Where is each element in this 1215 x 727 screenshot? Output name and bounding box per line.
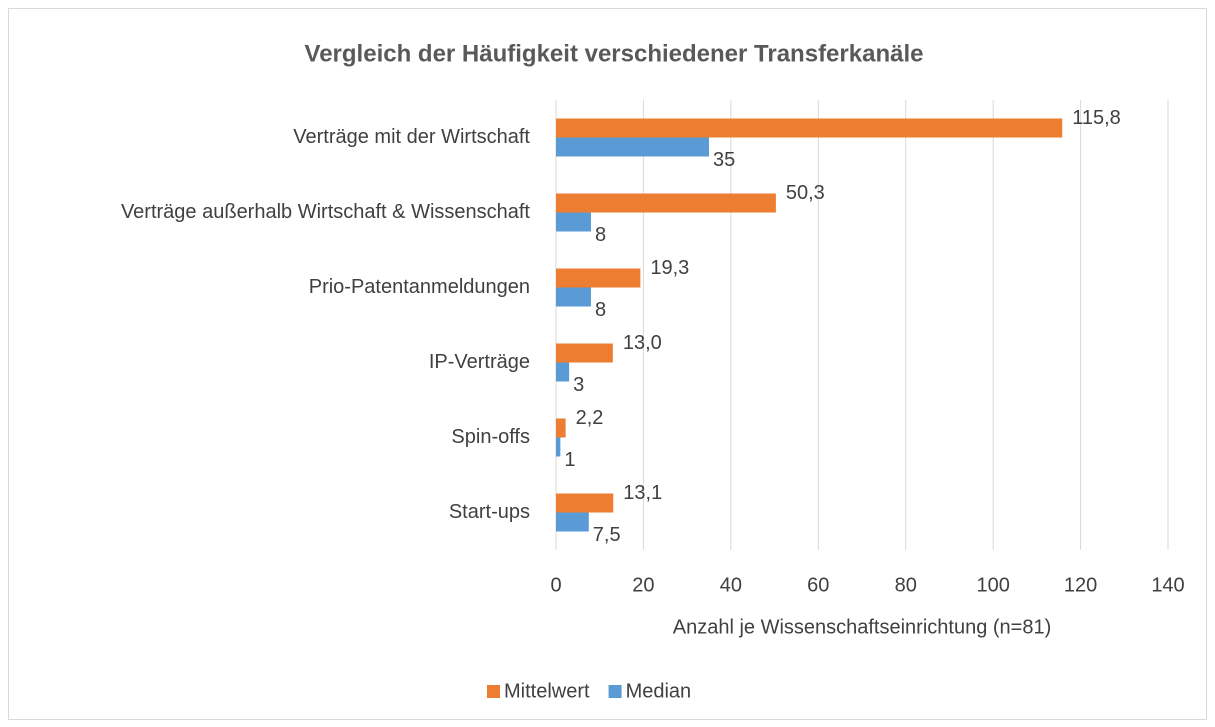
x-axis-label: Anzahl je Wissenschaftseinrichtung (n=81…	[673, 616, 1052, 638]
y-tick-label: Verträge außerhalb Wirtschaft & Wissensc…	[121, 201, 530, 223]
bar	[556, 212, 591, 232]
value-label: 19,3	[650, 257, 689, 279]
x-tick-label: 40	[720, 574, 742, 596]
value-label: 13,0	[623, 332, 662, 354]
value-label: 13,1	[623, 482, 662, 504]
legend-label: Mittelwert	[504, 680, 590, 702]
y-tick-label: Start-ups	[449, 501, 530, 523]
x-tick-label: 80	[895, 574, 917, 596]
x-tick-label: 140	[1151, 574, 1184, 596]
value-label: 2,2	[576, 407, 604, 429]
legend-swatch	[608, 685, 622, 698]
x-tick-label: 100	[976, 574, 1009, 596]
value-label: 8	[595, 224, 606, 246]
y-tick-label: Spin-offs	[451, 426, 530, 448]
chart-border	[8, 8, 1207, 720]
value-label: 3	[573, 374, 584, 396]
value-label: 7,5	[593, 524, 621, 546]
bar	[556, 418, 566, 438]
value-label: 50,3	[786, 182, 825, 204]
x-tick-label: 20	[632, 574, 654, 596]
y-tick-label: IP-Verträge	[429, 351, 530, 373]
bar	[556, 118, 1063, 138]
legend-swatch	[487, 685, 500, 698]
y-tick-label: Prio-Patentanmeldungen	[309, 276, 530, 298]
bar	[556, 287, 591, 307]
bar	[556, 137, 709, 157]
bar	[556, 343, 613, 363]
x-tick-label: 120	[1064, 574, 1097, 596]
bar	[556, 362, 570, 382]
legend-label: Median	[626, 680, 692, 702]
bar	[556, 512, 589, 532]
value-label: 1	[564, 449, 575, 471]
bar	[556, 493, 614, 513]
y-tick-label: Verträge mit der Wirtschaft	[293, 126, 530, 148]
value-label: 115,8	[1072, 107, 1121, 129]
x-tick-label: 60	[807, 574, 829, 596]
bar	[556, 268, 641, 288]
chart-title: Vergleich der Häufigkeit verschiedener T…	[305, 40, 924, 67]
value-label: 8	[595, 299, 606, 321]
bar	[556, 193, 776, 213]
x-tick-label: 0	[550, 574, 561, 596]
bar	[556, 437, 561, 457]
value-label: 35	[713, 149, 735, 171]
